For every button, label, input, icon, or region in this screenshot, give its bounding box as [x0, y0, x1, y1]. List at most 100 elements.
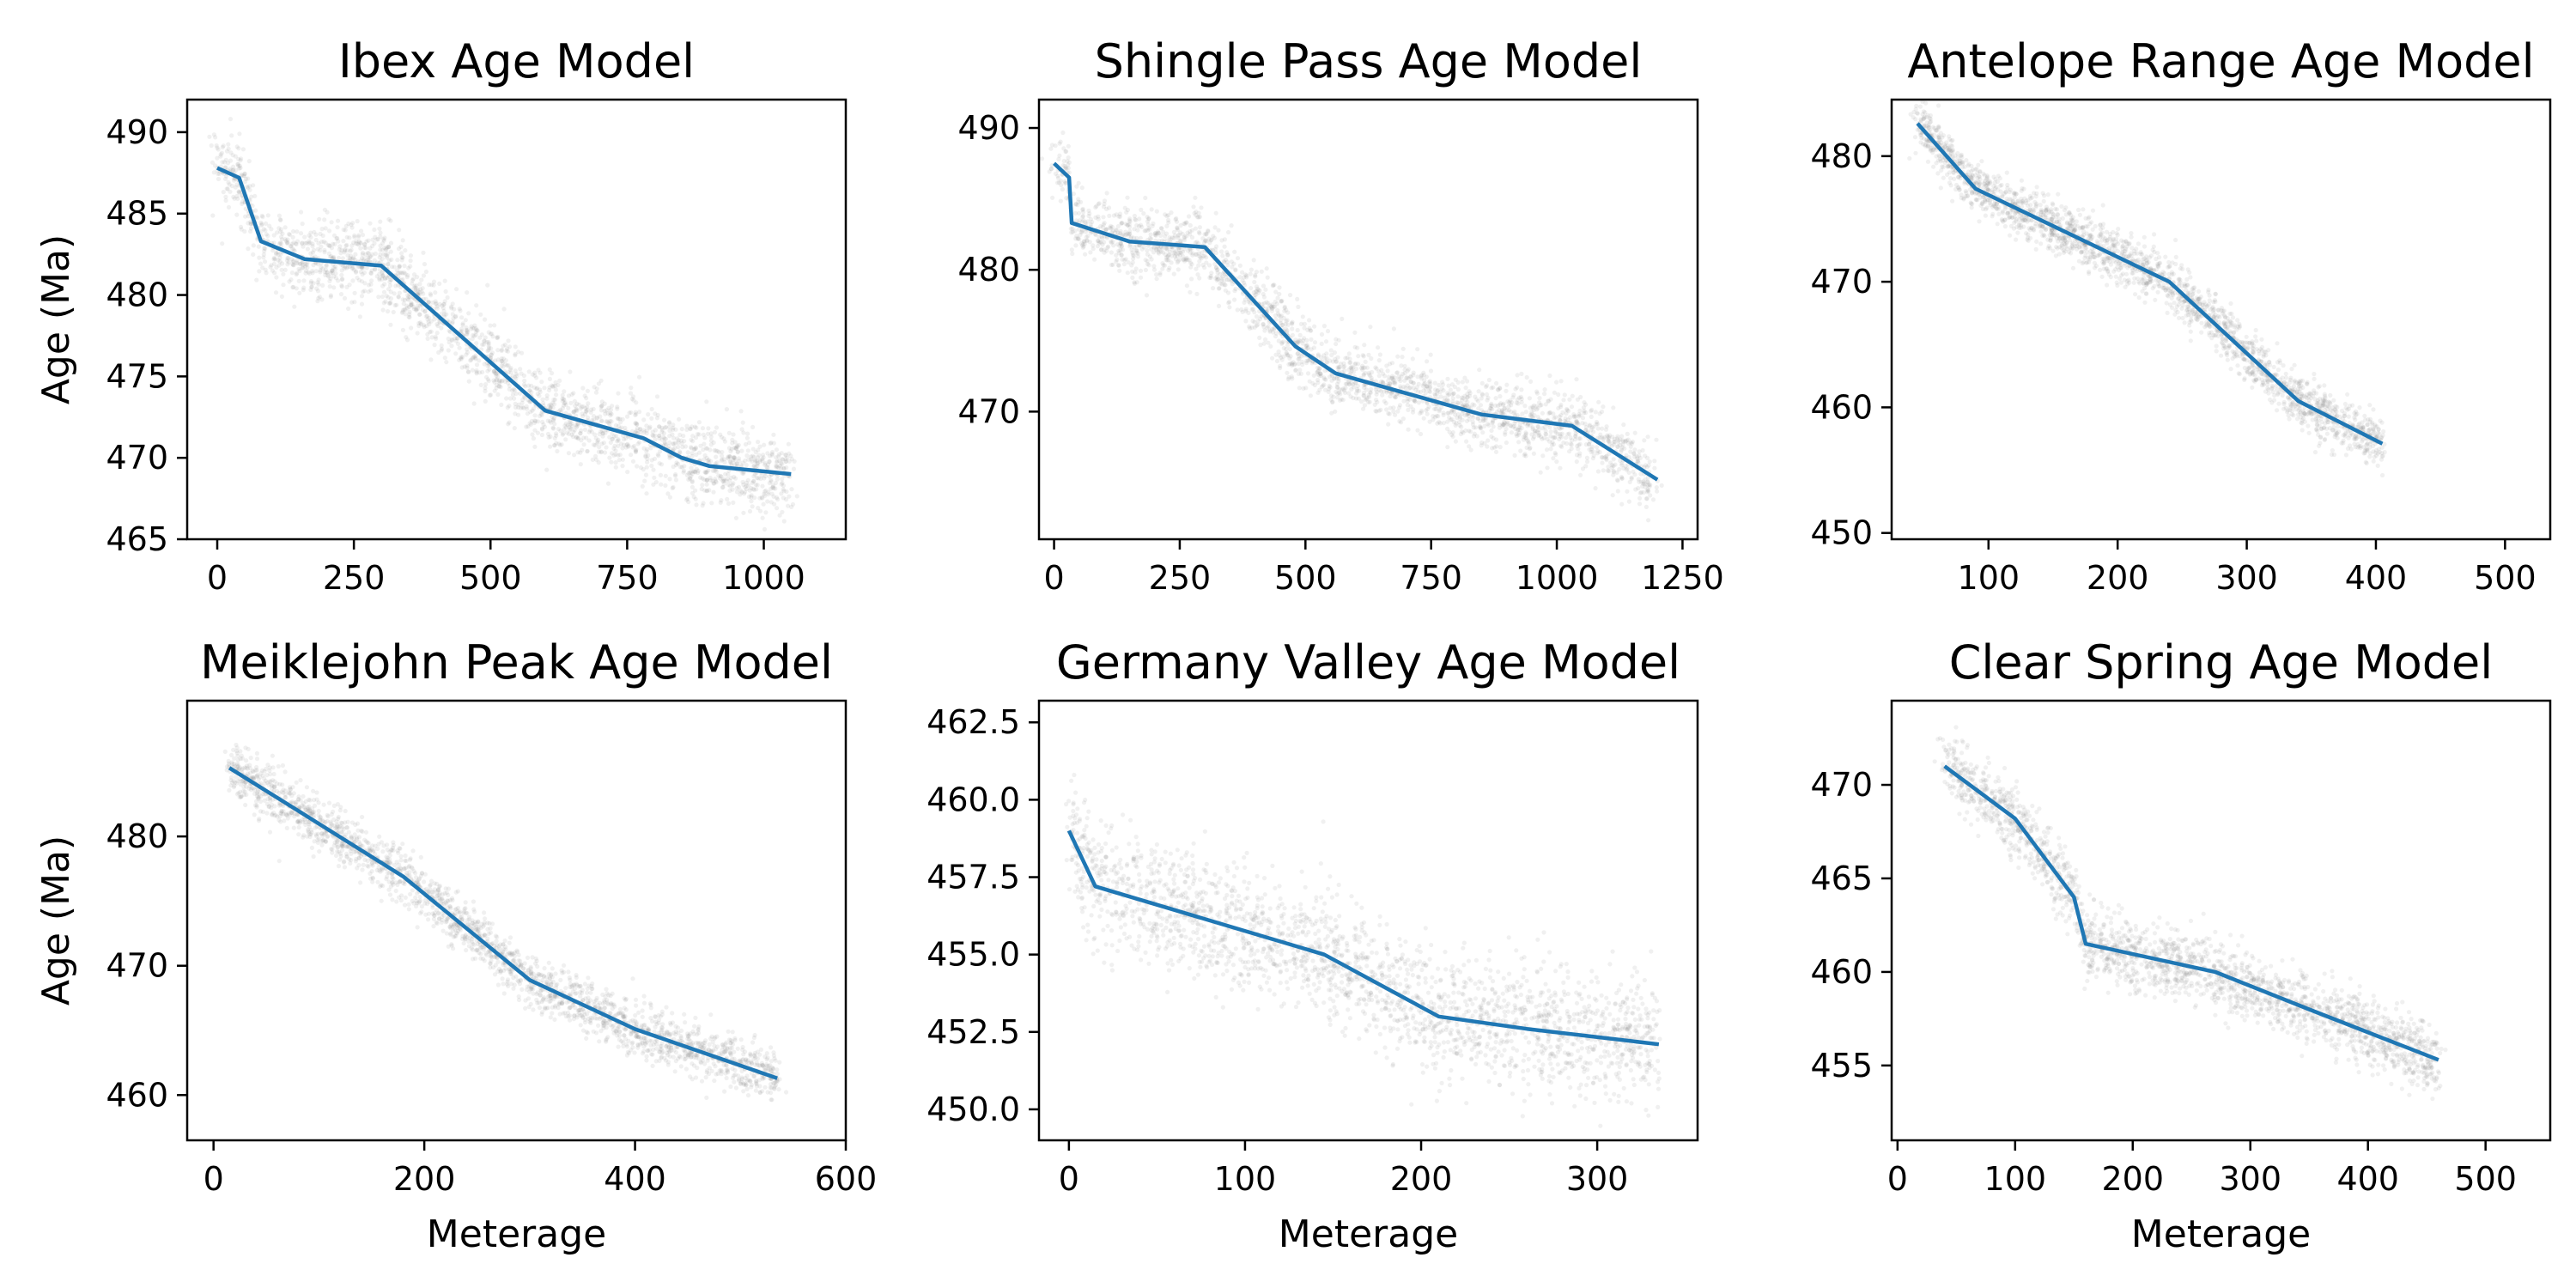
sample-point [1274, 358, 1280, 364]
sample-point [363, 246, 368, 251]
sample-point [1260, 301, 1265, 307]
sample-point [1446, 410, 1451, 416]
sample-point [291, 284, 296, 289]
sample-point [1188, 289, 1193, 295]
sample-point [1561, 440, 1566, 446]
sample-point [781, 457, 786, 462]
sample-point [2256, 376, 2261, 381]
sample-point [1582, 400, 1587, 405]
sample-point [223, 194, 228, 199]
sample-point [1189, 234, 1195, 240]
sample-point [1547, 425, 1552, 430]
sample-point [1915, 111, 1920, 116]
sample-point [1465, 379, 1470, 384]
sample-point [1375, 399, 1380, 404]
sample-point [1254, 270, 1259, 275]
sample-point [1352, 361, 1358, 367]
sample-point [783, 453, 788, 458]
sample-point [726, 471, 731, 477]
sample-point [1086, 213, 1091, 219]
sample-point [484, 339, 489, 345]
sample-point [1519, 371, 1524, 376]
sample-point [322, 217, 327, 222]
sample-point [1312, 382, 1317, 388]
sample-point [1081, 218, 1086, 223]
sample-point [750, 480, 755, 485]
sample-point [411, 272, 417, 277]
sample-point [2069, 223, 2075, 228]
sample-point [1435, 421, 1440, 426]
sample-point [303, 270, 308, 276]
sample-point [459, 329, 465, 334]
sample-point [1980, 202, 1985, 207]
sample-point [1561, 398, 1566, 403]
sample-point [751, 478, 756, 483]
sample-point [1450, 399, 1455, 404]
sample-point [1336, 376, 1341, 381]
sample-point [689, 446, 695, 451]
sample-point [1360, 363, 1365, 368]
sample-point [316, 282, 321, 287]
sample-point [1263, 337, 1268, 342]
sample-point [574, 435, 579, 440]
sample-point [1583, 402, 1589, 407]
sample-point [1412, 398, 1417, 403]
sample-point [681, 434, 686, 439]
sample-point [1529, 411, 1534, 416]
sample-point [692, 447, 697, 452]
sample-point [705, 477, 710, 483]
sample-point [1215, 267, 1220, 272]
sample-point [343, 243, 349, 248]
sample-point [693, 488, 698, 493]
sample-point [416, 303, 421, 308]
sample-point [492, 380, 497, 385]
sample-point [1526, 441, 1531, 447]
sample-point [1297, 354, 1302, 359]
sample-point [332, 241, 337, 246]
sample-point [1492, 445, 1498, 450]
sample-point [677, 449, 683, 454]
sample-point [1197, 276, 1202, 281]
sample-point [228, 158, 234, 163]
sample-point [459, 326, 465, 331]
sample-point [1126, 260, 1131, 265]
sample-point [1467, 416, 1472, 422]
sample-point [1253, 274, 1258, 279]
sample-point [316, 240, 321, 246]
sample-point [587, 428, 592, 433]
sample-point [2143, 280, 2148, 285]
sample-point [1589, 409, 1594, 414]
sample-point [2038, 241, 2044, 246]
sample-point [1274, 301, 1279, 307]
sample-point [641, 430, 647, 435]
sample-point [1938, 131, 1943, 136]
sample-point [1476, 389, 1481, 394]
sample-point [1237, 275, 1242, 280]
sample-point [1346, 380, 1352, 385]
sample-point [2298, 410, 2303, 416]
sample-point [706, 426, 711, 431]
sample-point [421, 273, 426, 278]
sample-point [1393, 395, 1398, 400]
sample-point [1323, 377, 1328, 382]
sample-point [1121, 247, 1126, 252]
sample-point [704, 477, 709, 483]
sample-point [1647, 482, 1652, 488]
sample-point [1453, 412, 1458, 417]
sample-point [1389, 361, 1395, 366]
sample-point [560, 432, 565, 437]
sample-point [1249, 307, 1255, 313]
sample-point [409, 300, 414, 305]
sample-point [631, 398, 636, 403]
sample-point [743, 458, 748, 464]
sample-point [441, 308, 447, 313]
sample-point [256, 244, 261, 249]
sample-point [1328, 348, 1334, 353]
sample-point [469, 357, 474, 362]
sample-point [1410, 410, 1416, 415]
sample-point [295, 258, 300, 263]
sample-point [1123, 257, 1128, 262]
sample-point [1632, 430, 1637, 435]
sample-point [1459, 395, 1464, 400]
sample-point [1315, 372, 1321, 377]
